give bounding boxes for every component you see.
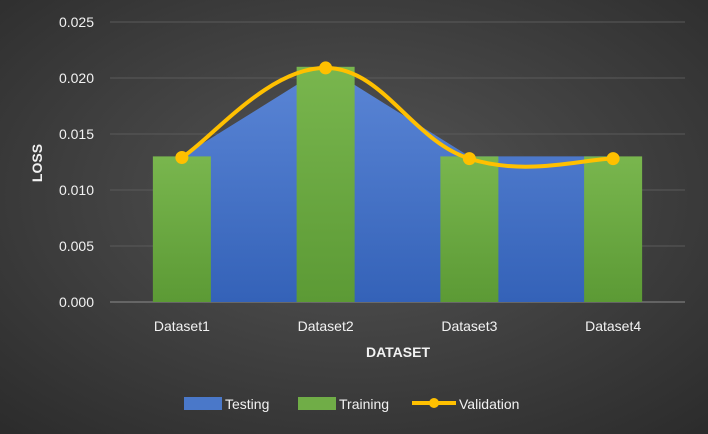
x-tick-labels: Dataset1 Dataset2 Dataset3 Dataset4 [154, 318, 641, 334]
training-bar [296, 66, 355, 302]
testing-area [181, 66, 614, 302]
validation-point [175, 151, 189, 165]
training-bar [152, 156, 211, 302]
validation-point [319, 61, 333, 75]
validation-line [180, 65, 614, 169]
y-tick-label: 0.010 [59, 182, 94, 198]
validation-line-layer [175, 61, 620, 169]
x-tick-label: Dataset4 [585, 318, 641, 334]
legend-label-testing: Testing [225, 396, 269, 412]
training-bar [440, 156, 499, 302]
x-tick-label: Dataset2 [298, 318, 354, 334]
training-bar [584, 156, 643, 302]
y-tick-label: 0.015 [59, 126, 94, 142]
validation-point [462, 152, 476, 166]
legend-label-validation: Validation [459, 396, 519, 412]
legend-marker-validation [429, 398, 439, 408]
legend-label-training: Training [339, 396, 389, 412]
y-axis-title: LOSS [29, 144, 45, 182]
validation-point [606, 152, 620, 166]
x-tick-label: Dataset3 [441, 318, 497, 334]
y-tick-label: 0.020 [59, 70, 94, 86]
y-tick-label: 0.025 [59, 14, 94, 30]
y-tick-label: 0.005 [59, 238, 94, 254]
legend: Testing Training Validation [184, 396, 519, 412]
y-tick-labels: 0.000 0.005 0.010 0.015 0.020 0.025 [59, 14, 94, 310]
training-bars-layer [152, 66, 643, 302]
x-axis-title: DATASET [366, 344, 430, 360]
y-tick-label: 0.000 [59, 294, 94, 310]
x-tick-label: Dataset1 [154, 318, 210, 334]
legend-swatch-training [298, 397, 336, 410]
testing-area-layer [181, 66, 614, 302]
legend-swatch-testing [184, 397, 222, 410]
